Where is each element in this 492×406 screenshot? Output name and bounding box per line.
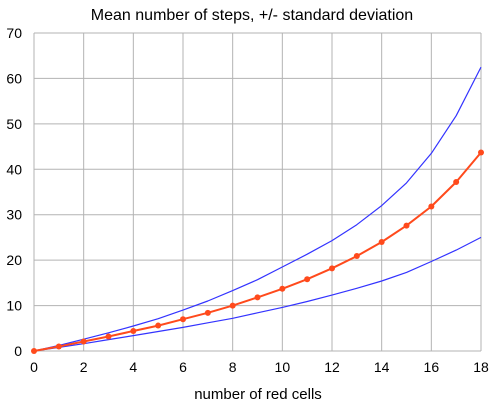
y-tick-label: 60 (6, 70, 22, 86)
y-tick-label: 30 (6, 207, 22, 223)
series-group (31, 66, 484, 354)
mean-data-point (55, 343, 62, 350)
mean-data-point (80, 338, 87, 345)
y-tick-label: 20 (6, 252, 22, 268)
x-axis-ticks: 0 2 4 6 8 10 12 14 16 18 (30, 359, 489, 375)
grid-lines (33, 32, 482, 352)
x-tick-label: 18 (473, 359, 489, 375)
mean-data-point (229, 302, 236, 309)
mean-data-point (31, 348, 37, 354)
mean-data-point (279, 285, 286, 292)
mean-data-point (155, 322, 162, 329)
std-dev-band-line (33, 66, 482, 352)
mean-data-point (130, 328, 137, 335)
mean-data-point (403, 222, 410, 229)
x-tick-label: 12 (324, 359, 340, 375)
mean-data-point (428, 203, 435, 210)
x-tick-label: 10 (275, 359, 291, 375)
x-tick-label: 2 (80, 359, 88, 375)
mean-data-point (329, 265, 335, 272)
y-axis-ticks: 0 10 20 30 40 50 60 70 (6, 25, 22, 359)
mean-data-point (353, 253, 360, 260)
mean-data-point (254, 294, 261, 301)
x-tick-label: 16 (424, 359, 440, 375)
y-tick-label: 70 (6, 25, 22, 41)
x-tick-label: 4 (129, 359, 137, 375)
y-tick-label: 40 (6, 161, 22, 177)
mean-data-point (304, 276, 311, 283)
mean-data-point (453, 179, 460, 186)
x-tick-label: 6 (179, 359, 187, 375)
x-tick-label: 8 (229, 359, 237, 375)
mean-data-point (180, 316, 186, 323)
mean-data-point (378, 238, 385, 245)
x-tick-label: 14 (374, 359, 390, 375)
x-axis-label: number of red cells (194, 386, 322, 403)
mean-data-point (204, 309, 211, 316)
std-dev-band-line (33, 236, 482, 352)
mean-data-point (105, 333, 112, 340)
y-tick-label: 10 (6, 298, 22, 314)
mean-data-point (478, 149, 484, 156)
x-tick-label: 0 (30, 359, 38, 375)
y-tick-label: 0 (14, 343, 22, 359)
chart-title: Mean number of steps, +/- standard devia… (91, 7, 413, 24)
mean-series-line (33, 151, 482, 352)
y-tick-label: 50 (6, 116, 22, 132)
